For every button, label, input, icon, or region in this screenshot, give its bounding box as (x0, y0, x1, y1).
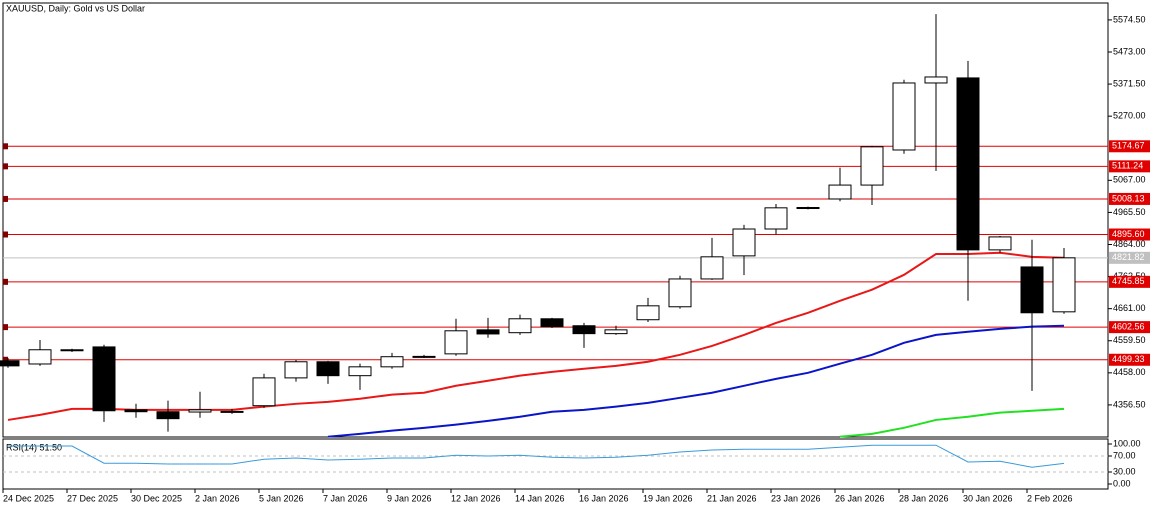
level-marker (3, 163, 8, 170)
y-tick-label: 4864.00 (1113, 239, 1146, 249)
x-tick-label: 16 Jan 2026 (579, 493, 629, 503)
level-label: 4745.85 (1112, 276, 1145, 286)
candle-body (156, 411, 180, 420)
candle-body (732, 228, 756, 257)
moving-average (327, 324, 1065, 438)
candle-body (828, 184, 852, 200)
candle-body (348, 366, 372, 377)
candle-body (988, 236, 1012, 251)
level-marker (3, 231, 8, 238)
level-label: 4499.33 (1112, 354, 1145, 364)
level-label: 5174.67 (1112, 141, 1145, 151)
level-label: 4895.60 (1112, 229, 1145, 239)
candle-body (412, 355, 436, 358)
rsi-tick-label: 0.00 (1113, 478, 1131, 488)
level-label-box (1109, 321, 1150, 334)
candle-body (476, 329, 500, 335)
candle-body (252, 377, 276, 407)
level-marker (3, 356, 8, 363)
x-tick-label: 27 Dec 2025 (67, 493, 118, 503)
candle-body (1020, 266, 1044, 314)
candle-body (540, 318, 564, 328)
y-tick-label: 5270.00 (1113, 111, 1146, 121)
x-tick-label: 14 Jan 2026 (515, 493, 565, 503)
x-tick-label: 30 Dec 2025 (131, 493, 182, 503)
candle-body (1052, 257, 1076, 313)
level-label-box (1109, 275, 1150, 288)
level-label: 4602.56 (1112, 322, 1145, 332)
price-panel (2, 2, 1109, 438)
x-tick-label: 23 Jan 2026 (771, 493, 821, 503)
candle-body (508, 318, 532, 334)
candle-body (92, 346, 116, 412)
level-marker (3, 195, 8, 202)
y-tick-label: 4661.00 (1113, 303, 1146, 313)
x-tick-label: 9 Jan 2026 (387, 493, 432, 503)
candle-body (572, 325, 596, 335)
candle-body (604, 329, 628, 335)
x-tick-label: 12 Jan 2026 (451, 493, 501, 503)
level-marker (3, 324, 8, 331)
candle-body (220, 410, 244, 413)
level-label-box (1109, 228, 1150, 241)
candle-body (0, 360, 20, 367)
x-tick-label: 21 Jan 2026 (707, 493, 757, 503)
rsi-tick-label: 30.00 (1113, 466, 1136, 476)
last-price-box (1109, 251, 1150, 264)
chart-title: XAUUSD, Daily: Gold vs US Dollar (6, 3, 145, 13)
candle-body (636, 305, 660, 321)
candle-body (956, 77, 980, 251)
level-label-box (1109, 192, 1150, 205)
rsi-tick-label: 100.00 (1113, 438, 1141, 448)
candle-body (924, 76, 948, 84)
y-tick-label: 5067.00 (1113, 175, 1146, 185)
candle-body (796, 207, 820, 210)
level-marker (3, 278, 8, 285)
y-tick-label: 4458.00 (1113, 367, 1146, 377)
rsi-tick-label: 70.00 (1113, 450, 1136, 460)
x-tick-label: 19 Jan 2026 (643, 493, 693, 503)
level-label: 5008.13 (1112, 193, 1145, 203)
candle-body (668, 278, 692, 308)
candle-body (188, 409, 212, 413)
candle-body (700, 256, 724, 280)
y-tick-label: 5473.00 (1113, 46, 1146, 56)
x-tick-label: 24 Dec 2025 (3, 493, 54, 503)
last-price-label: 4821.82 (1112, 252, 1145, 262)
candle-body (124, 409, 148, 413)
y-tick-label: 4965.50 (1113, 207, 1146, 217)
x-tick-label: 2 Jan 2026 (195, 493, 240, 503)
candle-body (60, 349, 84, 352)
x-tick-label: 28 Jan 2026 (899, 493, 949, 503)
candle-body (28, 349, 52, 365)
rsi-line (8, 444, 1065, 468)
y-tick-label: 5574.50 (1113, 14, 1146, 24)
candle-body (764, 207, 788, 230)
candle-body (892, 82, 916, 151)
level-label-box (1109, 353, 1150, 366)
rsi-title: RSI(14) 51.50 (6, 442, 62, 452)
candle-body (860, 146, 884, 186)
y-tick-label: 5371.50 (1113, 78, 1146, 88)
level-label-box (1109, 140, 1150, 153)
level-marker (3, 143, 8, 150)
x-tick-label: 5 Jan 2026 (259, 493, 304, 503)
candle-body (380, 356, 404, 368)
y-tick-label: 4559.50 (1113, 335, 1146, 345)
moving-average (839, 407, 1065, 438)
level-label: 5111.24 (1112, 161, 1143, 171)
candle-body (284, 361, 308, 379)
level-label-box (1109, 160, 1150, 173)
candle-body (444, 330, 468, 355)
moving-average (7, 251, 1065, 421)
candle-body (316, 361, 340, 377)
x-tick-label: 30 Jan 2026 (963, 493, 1013, 503)
x-tick-label: 2 Feb 2026 (1027, 493, 1073, 503)
y-tick-label: 4356.50 (1113, 399, 1146, 409)
x-tick-label: 26 Jan 2026 (835, 493, 885, 503)
x-tick-label: 7 Jan 2026 (323, 493, 368, 503)
